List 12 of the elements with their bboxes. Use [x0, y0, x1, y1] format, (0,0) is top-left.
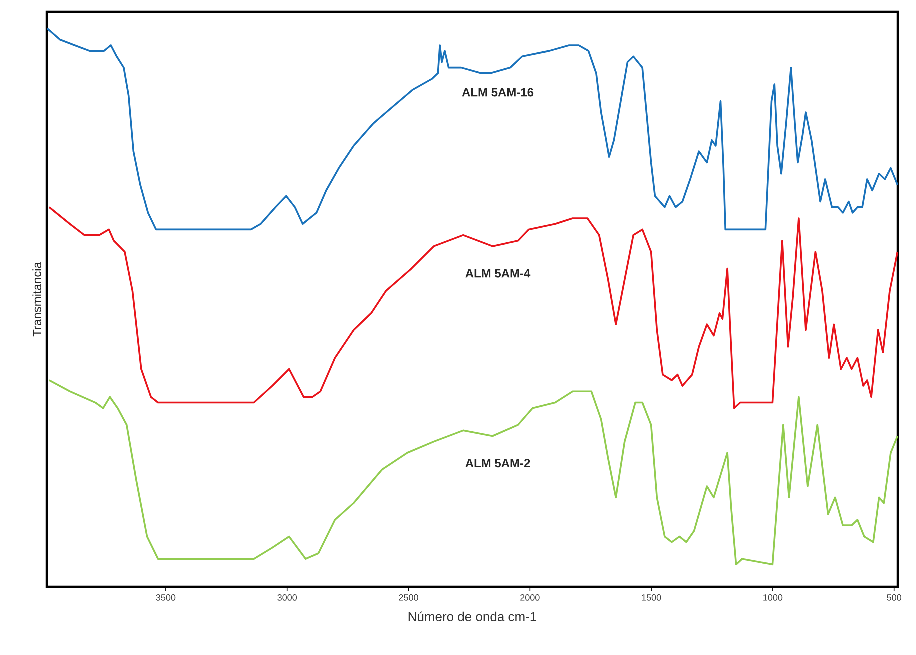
- x-tick-label: 3000: [278, 594, 298, 601]
- x-axis-title: Número de onda cm-1: [408, 612, 537, 622]
- text: ALM 5AM-4: [466, 269, 531, 278]
- x-tick-label: 2000: [520, 594, 540, 601]
- x-tick-label: 2500: [399, 594, 418, 601]
- x-tick-label: 3500: [156, 594, 176, 601]
- x-tick-label: 500: [887, 594, 902, 601]
- x-tick-label: 1500: [642, 594, 662, 601]
- text: ALM 5AM-2: [466, 459, 530, 468]
- series-label: ALM 5AM-16: [462, 88, 534, 97]
- y-axis-title: Transmitancia: [32, 262, 42, 337]
- x-tick-label: 1000: [764, 594, 783, 601]
